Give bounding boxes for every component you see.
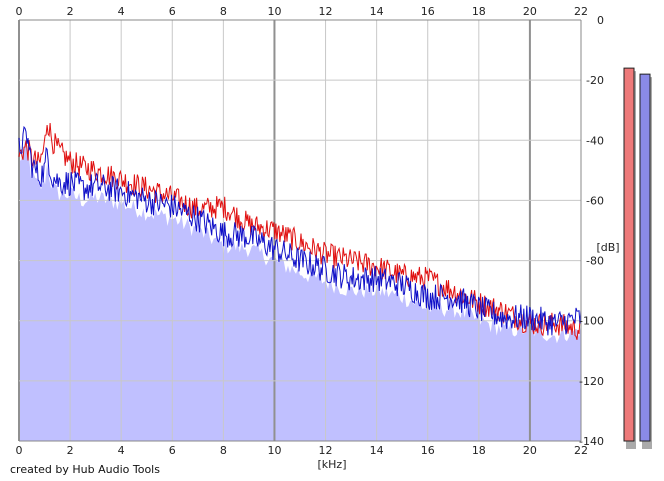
y-tick-label: -100 xyxy=(579,315,604,328)
x-tick-label: 6 xyxy=(169,444,176,457)
spectrum-fill xyxy=(19,140,581,441)
x-tick-label: 2 xyxy=(67,5,74,18)
x-axis-label: [kHz] xyxy=(318,458,347,471)
x-tick-label: 16 xyxy=(421,5,435,18)
x-tick-label: 4 xyxy=(118,5,125,18)
y-axis-label: [dB] xyxy=(596,241,619,254)
x-tick-label: 14 xyxy=(370,5,384,18)
x-tick-label: 6 xyxy=(169,5,176,18)
x-tick-label: 0 xyxy=(16,5,23,18)
y-tick-label: -40 xyxy=(586,134,604,147)
x-tick-label: 16 xyxy=(421,444,435,457)
x-tick-label: 0 xyxy=(16,444,23,457)
x-tick-label: 22 xyxy=(574,5,588,18)
axes xyxy=(19,19,582,442)
x-tick-label: 20 xyxy=(523,444,537,457)
y-tick-label: -60 xyxy=(586,194,604,207)
x-tick-label: 20 xyxy=(523,5,537,18)
y-tick-label: -20 xyxy=(586,74,604,87)
level-meter-blue xyxy=(639,73,651,442)
y-tick-label: -140 xyxy=(579,435,604,448)
credit-text: created by Hub Audio Tools xyxy=(10,463,160,476)
x-tick-label: 12 xyxy=(319,5,333,18)
y-tick-label: -120 xyxy=(579,375,604,388)
spectrum-fill-area xyxy=(19,140,581,441)
x-tick-label: 14 xyxy=(370,444,384,457)
y-tick-label: 0 xyxy=(597,14,604,27)
x-tick-label: 2 xyxy=(67,444,74,457)
x-tick-label: 22 xyxy=(574,444,588,457)
x-tick-label: 18 xyxy=(472,444,486,457)
level-meters xyxy=(623,67,652,449)
x-tick-label: 4 xyxy=(118,444,125,457)
x-tick-label: 8 xyxy=(220,5,227,18)
series-line-blue xyxy=(18,125,582,336)
x-tick-label: 10 xyxy=(267,5,281,18)
x-tick-label: 18 xyxy=(472,5,486,18)
grid xyxy=(18,19,582,442)
y-ticks-right: 0 -20 -40 -60 -80 -100 -120 -140 xyxy=(579,14,604,448)
series-lines xyxy=(18,123,582,340)
x-tick-label: 10 xyxy=(267,444,281,457)
x-ticks-top: 0 2 4 6 8 10 12 14 16 18 20 22 xyxy=(16,5,589,18)
x-tick-label: 8 xyxy=(220,444,227,457)
x-tick-label: 12 xyxy=(319,444,333,457)
x-ticks-bottom: 0 2 4 6 8 10 12 14 16 18 20 22 xyxy=(16,444,589,457)
y-tick-label: -80 xyxy=(586,255,604,268)
level-meter-red xyxy=(623,67,635,442)
